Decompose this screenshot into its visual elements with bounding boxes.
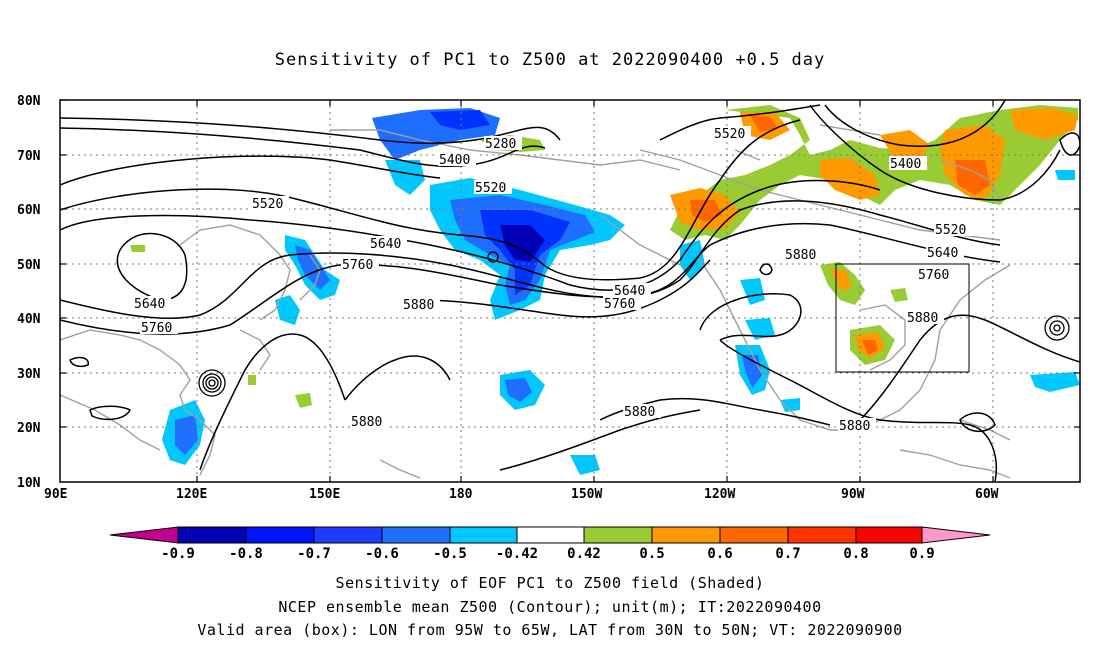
colorbar-cell	[651, 526, 721, 544]
contour-label: 5280	[485, 137, 516, 152]
colorbar-label: 0.42	[567, 546, 601, 562]
lat-label: 80N	[17, 94, 41, 109]
lat-label: 30N	[17, 367, 41, 382]
contour-label: 5760	[342, 258, 373, 273]
lon-label: 60W	[975, 487, 999, 502]
contour-label: 5520	[935, 223, 966, 238]
colorbar-cell	[449, 526, 518, 544]
contour-label: 5760	[918, 268, 949, 283]
contour-label: 5520	[714, 127, 745, 142]
longitude-labels: 90E 120E 150E 180 150W 120W 90W 60W	[44, 487, 999, 502]
colorbar-cell	[313, 526, 383, 544]
lon-label: 120E	[176, 487, 207, 502]
lat-label: 50N	[17, 258, 41, 273]
colorbar-cell	[109, 526, 179, 544]
contour-label: 5880	[351, 415, 382, 430]
lon-label: 150E	[309, 487, 340, 502]
lon-label: 90W	[841, 487, 865, 502]
colorbar-label: 0.8	[843, 546, 868, 562]
contour-label: 5640	[614, 284, 645, 299]
valid-area-box	[835, 263, 970, 373]
contour-label: 5880	[624, 405, 655, 420]
lat-label: 40N	[17, 312, 41, 327]
contour-label: 5880	[839, 419, 870, 434]
axis-ticks	[60, 99, 1080, 482]
lat-label: 10N	[17, 476, 41, 491]
colorbar-label: -0.8	[229, 546, 263, 562]
colorbar-label: -0.5	[433, 546, 467, 562]
colorbar-label: 0.7	[775, 546, 800, 562]
colorbar-label: -0.7	[297, 546, 331, 562]
colorbar-label: -0.9	[161, 546, 195, 562]
contour-label: 5400	[890, 157, 921, 172]
contour-label: 5520	[252, 197, 283, 212]
lon-label: 180	[449, 487, 473, 502]
contour-label: 5760	[141, 321, 172, 336]
contour-label: 5640	[134, 297, 165, 312]
contour-label: 5880	[403, 298, 434, 313]
colorbar-cell	[583, 526, 653, 544]
z500-contours	[60, 100, 1080, 482]
lat-label: 70N	[17, 149, 41, 164]
low-pressure-centers	[198, 251, 1070, 397]
caption-line-2: NCEP ensemble mean Z500 (Contour); unit(…	[278, 598, 822, 616]
contour-label: 5520	[475, 181, 506, 196]
contour-labels: 5280 5400 5520 5520 5640 5760 5880 5640 …	[133, 126, 972, 434]
map-title: Sensitivity of PC1 to Z500 at 2022090400…	[274, 50, 826, 70]
colorbar-cell	[921, 526, 991, 544]
contour-label: 5760	[604, 297, 635, 312]
caption-line-1: Sensitivity of EOF PC1 to Z500 field (Sh…	[335, 574, 765, 592]
colorbar-cell	[381, 526, 451, 544]
colorbar-cell	[855, 526, 923, 544]
colorbar-label: -0.6	[365, 546, 399, 562]
latitude-labels: 80N 70N 60N 50N 40N 30N 20N 10N	[17, 94, 41, 491]
colorbar-cell	[719, 526, 789, 544]
colorbar-cell	[516, 526, 585, 544]
lon-label: 90E	[44, 487, 67, 502]
lon-label: 150W	[571, 487, 602, 502]
colorbar-label: 0.6	[707, 546, 732, 562]
lat-label: 20N	[17, 421, 41, 436]
contour-label: 5880	[785, 248, 816, 263]
map-frame	[59, 99, 1081, 483]
lon-label: 120W	[704, 487, 735, 502]
contour-label: 5400	[439, 153, 470, 168]
contour-label: 5640	[927, 246, 958, 261]
colorbar: -0.9 -0.8 -0.7 -0.6 -0.5 -0.42 0.42 0.5 …	[109, 526, 991, 562]
contour-label: 5880	[907, 311, 938, 326]
colorbar-label: 0.9	[909, 546, 934, 562]
negative-sensitivity-region	[162, 108, 1080, 475]
caption-line-3: Valid area (box): LON from 95W to 65W, L…	[197, 621, 903, 639]
colorbar-label: -0.42	[496, 546, 538, 562]
colorbar-label: 0.5	[639, 546, 664, 562]
colorbar-cell	[787, 526, 857, 544]
colorbar-cell	[245, 526, 315, 544]
graticule	[60, 100, 1080, 482]
contour-label: 5640	[370, 237, 401, 252]
colorbar-cell	[177, 526, 247, 544]
lat-label: 60N	[17, 203, 41, 218]
